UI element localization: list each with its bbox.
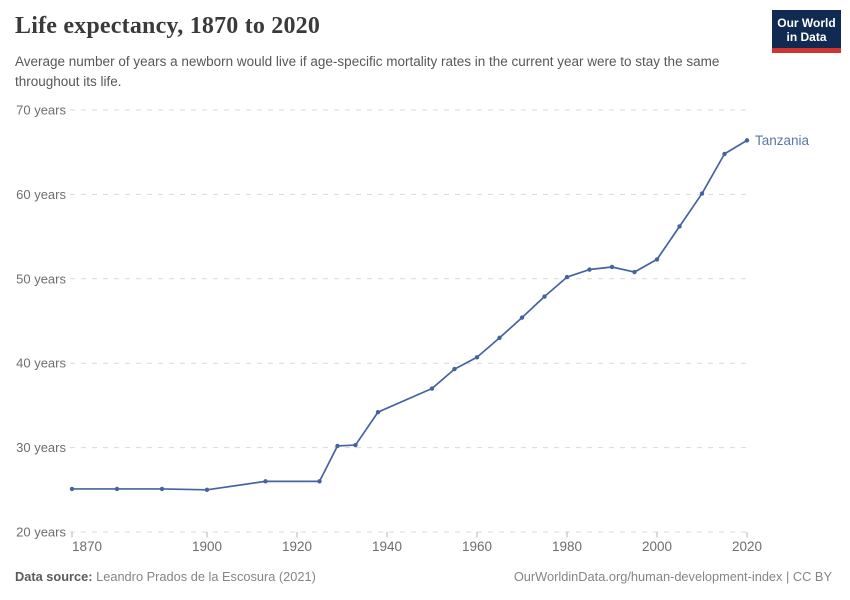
y-axis-tick-label: 20 years — [16, 525, 66, 540]
y-axis-tick-label: 40 years — [16, 356, 66, 371]
y-axis-tick-label: 50 years — [16, 271, 66, 286]
x-axis-tick-label: 1960 — [462, 539, 492, 554]
data-source-value: Leandro Prados de la Escosura (2021) — [96, 569, 316, 584]
data-point[interactable] — [429, 386, 435, 391]
owid-logo-line2: in Data — [786, 30, 827, 44]
owid-logo-line1: Our World — [777, 16, 836, 30]
data-point[interactable] — [542, 294, 547, 299]
series-label-tanzania[interactable]: Tanzania — [755, 133, 810, 148]
data-point[interactable] — [744, 138, 750, 143]
data-point[interactable] — [654, 257, 660, 262]
data-point[interactable] — [452, 366, 457, 372]
x-axis-tick-label: 1900 — [192, 539, 222, 554]
data-point[interactable] — [335, 443, 340, 449]
data-point[interactable] — [263, 479, 268, 484]
data-source-label: Data source: — [15, 569, 93, 584]
data-point[interactable] — [677, 224, 682, 229]
x-axis-tick-label: 2000 — [642, 539, 672, 554]
y-axis-tick-label: 30 years — [16, 440, 66, 455]
data-point[interactable] — [353, 442, 358, 448]
x-axis-tick-label: 1980 — [552, 539, 582, 554]
data-point[interactable] — [564, 274, 570, 280]
chart-subtitle: Average number of years a newborn would … — [15, 54, 720, 89]
x-axis-tick-label: 1940 — [372, 539, 402, 554]
data-point[interactable] — [699, 191, 705, 196]
data-point[interactable] — [159, 486, 165, 492]
data-point[interactable] — [375, 409, 381, 415]
owid-logo-red-stripe — [772, 48, 841, 53]
data-source: Data source: Leandro Prados de la Escosu… — [15, 569, 316, 584]
x-axis-tick-label: 2020 — [732, 539, 762, 554]
chart-title: Life expectancy, 1870 to 2020 — [15, 13, 321, 39]
series-line-tanzania[interactable] — [71, 139, 748, 491]
y-axis-tick-label: 70 years — [16, 103, 66, 118]
data-point[interactable] — [632, 269, 637, 275]
data-point[interactable] — [587, 267, 592, 272]
owid-logo-text: Our World in Data — [772, 10, 841, 48]
data-point[interactable] — [519, 315, 525, 320]
data-point[interactable] — [722, 151, 727, 157]
x-axis-tick-label: 1920 — [282, 539, 312, 554]
data-point[interactable] — [317, 479, 322, 484]
data-point[interactable] — [204, 487, 210, 492]
data-point[interactable] — [497, 335, 502, 341]
attribution-link[interactable]: OurWorldinData.org/human-development-ind… — [513, 569, 832, 584]
data-point[interactable] — [69, 486, 75, 492]
data-point[interactable] — [609, 264, 615, 270]
chart-footer: Data source: Leandro Prados de la Escosu… — [15, 569, 832, 584]
data-point[interactable] — [114, 486, 120, 492]
owid-logo[interactable]: Our World in Data — [772, 10, 841, 53]
y-axis-tick-label: 60 years — [16, 187, 66, 202]
x-axis-tick-label: 1870 — [72, 539, 102, 554]
data-point[interactable] — [474, 355, 480, 360]
